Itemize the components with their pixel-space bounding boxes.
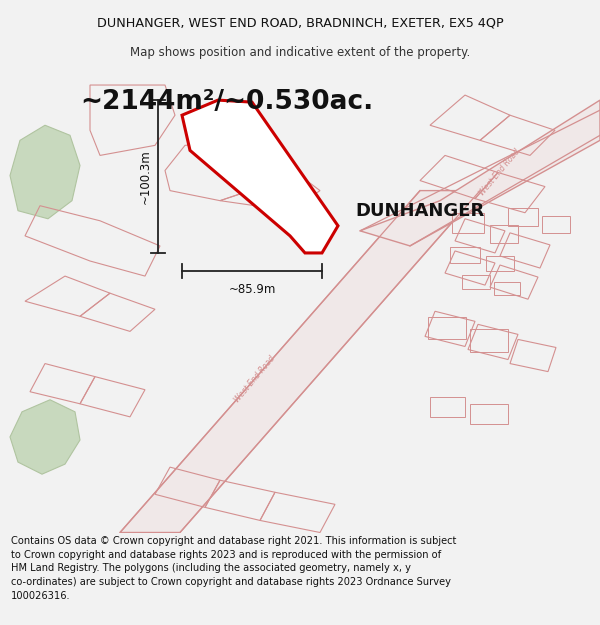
Polygon shape [360,100,600,246]
Polygon shape [182,100,338,253]
Polygon shape [10,400,80,474]
Text: DUNHANGER: DUNHANGER [355,202,484,220]
Text: DUNHANGER, WEST END ROAD, BRADNINCH, EXETER, EX5 4QP: DUNHANGER, WEST END ROAD, BRADNINCH, EXE… [97,16,503,29]
Text: Map shows position and indicative extent of the property.: Map shows position and indicative extent… [130,46,470,59]
Text: West End Road: West End Road [478,148,522,198]
Text: ~100.3m: ~100.3m [139,149,152,204]
Text: ~85.9m: ~85.9m [229,283,275,296]
Polygon shape [120,191,480,532]
Polygon shape [10,125,80,219]
Text: West End Road: West End Road [233,354,277,405]
Text: Contains OS data © Crown copyright and database right 2021. This information is : Contains OS data © Crown copyright and d… [11,536,456,601]
Text: ~2144m²/~0.530ac.: ~2144m²/~0.530ac. [80,89,373,115]
